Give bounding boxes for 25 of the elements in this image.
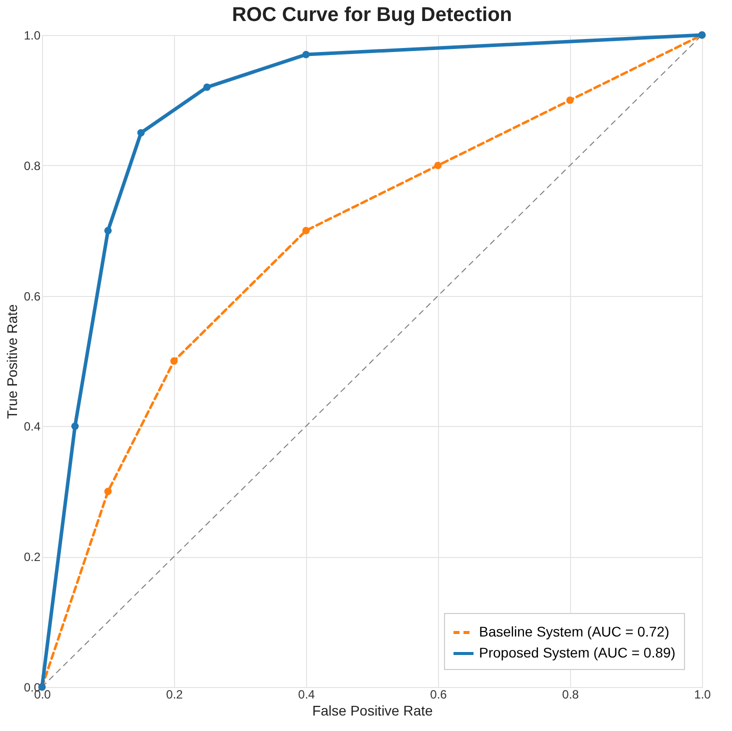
- x-tick-label: 0.2: [166, 688, 184, 702]
- point: [302, 226, 310, 234]
- y-tick-label: 0.4: [24, 420, 41, 434]
- chart-title: ROC Curve for Bug Detection: [232, 4, 512, 26]
- x-tick-label: 0.6: [430, 688, 448, 702]
- x-axis-title: False Positive Rate: [312, 702, 434, 718]
- legend-label: Proposed System (AUC = 0.89): [479, 644, 676, 660]
- point: [302, 50, 310, 58]
- point: [137, 129, 145, 136]
- legend-label: Baseline System (AUC = 0.72): [479, 624, 670, 640]
- point: [71, 422, 79, 430]
- point: [104, 226, 112, 234]
- y-tick-label: 0.6: [24, 289, 41, 304]
- y-tick-label: 1.0: [24, 28, 41, 42]
- y-tick-label: 0.8: [24, 158, 41, 173]
- x-tick-label: 1.0: [694, 688, 712, 702]
- x-tick-label: 0.4: [298, 688, 316, 702]
- x-tick-label: 0.8: [562, 688, 580, 702]
- point: [170, 357, 178, 365]
- y-axis-title: True Positive Rate: [4, 304, 20, 419]
- point: [203, 83, 211, 91]
- point: [104, 488, 112, 496]
- y-tick-label: 0.2: [24, 550, 41, 564]
- point: [566, 96, 574, 104]
- point: [434, 162, 442, 170]
